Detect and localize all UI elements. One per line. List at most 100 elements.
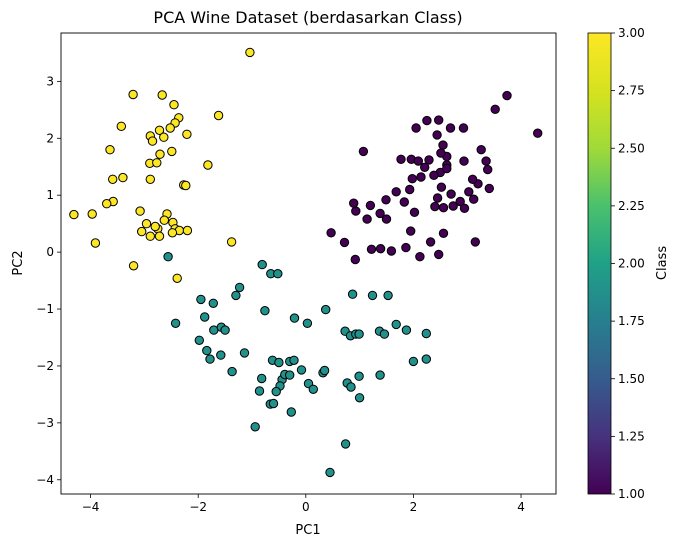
data-point bbox=[226, 237, 237, 247]
data-point bbox=[375, 244, 386, 254]
data-point bbox=[302, 318, 313, 328]
data-point bbox=[169, 100, 179, 110]
data-point bbox=[381, 214, 392, 224]
data-point bbox=[436, 148, 446, 158]
data-point bbox=[391, 319, 401, 330]
y-axis-label: PC2 bbox=[11, 250, 26, 275]
data-point bbox=[469, 194, 479, 204]
data-point bbox=[182, 129, 192, 140]
y-axis: −4 −3 −2 −1 0 1 2 3 bbox=[36, 74, 61, 487]
data-point bbox=[108, 174, 118, 185]
data-point bbox=[234, 282, 245, 293]
data-point bbox=[347, 289, 358, 299]
data-point bbox=[205, 354, 215, 364]
data-point bbox=[208, 298, 219, 308]
data-point bbox=[350, 254, 360, 265]
data-point bbox=[116, 121, 127, 132]
points-layer bbox=[69, 47, 543, 478]
data-point bbox=[141, 219, 152, 229]
data-point bbox=[182, 225, 193, 236]
data-point bbox=[181, 180, 191, 191]
data-point bbox=[411, 123, 421, 133]
colorbar-tick-label: 2.25 bbox=[618, 199, 645, 213]
x-tick-label: −4 bbox=[82, 500, 100, 514]
data-point bbox=[483, 164, 493, 175]
data-point bbox=[391, 187, 401, 197]
data-point bbox=[502, 90, 512, 101]
data-point bbox=[484, 183, 494, 194]
data-point bbox=[459, 156, 469, 166]
data-point bbox=[245, 47, 255, 58]
data-point bbox=[375, 208, 385, 219]
data-point bbox=[159, 132, 169, 142]
data-point bbox=[167, 146, 177, 157]
data-point bbox=[415, 252, 425, 262]
data-point bbox=[432, 130, 442, 140]
data-point bbox=[401, 242, 411, 253]
data-point bbox=[273, 269, 283, 279]
data-point bbox=[159, 215, 170, 225]
data-point bbox=[464, 187, 474, 197]
data-point bbox=[325, 467, 335, 478]
data-point bbox=[308, 384, 318, 394]
data-point bbox=[445, 123, 456, 133]
data-point bbox=[326, 228, 336, 238]
colorbar bbox=[587, 32, 612, 495]
data-point bbox=[366, 244, 377, 255]
data-point bbox=[470, 237, 480, 247]
data-point bbox=[145, 231, 156, 241]
data-point bbox=[351, 206, 361, 216]
data-point bbox=[416, 172, 426, 182]
data-point bbox=[231, 290, 241, 301]
data-point bbox=[413, 156, 423, 166]
data-point bbox=[401, 325, 412, 335]
data-point bbox=[286, 407, 296, 417]
data-point bbox=[194, 335, 205, 345]
colorbar-tick-label: 1.25 bbox=[618, 429, 645, 443]
data-point bbox=[346, 382, 356, 392]
colorbar-tick-label: 1.00 bbox=[618, 487, 645, 501]
data-point bbox=[421, 328, 431, 339]
data-point bbox=[340, 439, 351, 449]
data-point bbox=[203, 160, 213, 170]
data-point bbox=[260, 306, 270, 316]
colorbar-tick-label: 2.50 bbox=[618, 141, 645, 155]
data-point bbox=[147, 136, 158, 146]
data-point bbox=[319, 365, 330, 376]
data-point bbox=[220, 325, 230, 335]
data-point bbox=[155, 149, 165, 159]
data-point bbox=[154, 125, 165, 136]
y-tick-label: −4 bbox=[36, 473, 54, 487]
data-point bbox=[268, 398, 279, 409]
data-point bbox=[90, 238, 101, 248]
data-point bbox=[365, 200, 376, 211]
x-axis: −4 −2 0 2 4 bbox=[82, 494, 525, 514]
data-point bbox=[321, 304, 331, 315]
data-point bbox=[170, 318, 181, 328]
data-point bbox=[446, 189, 456, 199]
data-point bbox=[421, 354, 431, 364]
data-point bbox=[438, 228, 449, 239]
data-point bbox=[274, 357, 284, 368]
x-tick-label: 4 bbox=[517, 500, 525, 514]
data-point bbox=[367, 290, 378, 301]
data-point bbox=[490, 104, 500, 115]
y-tick-label: −1 bbox=[36, 302, 54, 316]
data-point bbox=[196, 294, 206, 305]
data-point bbox=[358, 146, 369, 157]
data-point bbox=[271, 386, 281, 397]
data-point bbox=[213, 110, 224, 121]
data-point bbox=[87, 209, 97, 219]
data-point bbox=[459, 203, 470, 214]
data-point bbox=[289, 355, 299, 365]
data-point bbox=[216, 350, 226, 360]
data-point bbox=[289, 313, 300, 323]
colorbar-tick-label: 1.50 bbox=[618, 372, 645, 386]
data-point bbox=[257, 259, 267, 270]
data-point bbox=[118, 172, 128, 183]
data-point bbox=[434, 249, 444, 260]
data-point bbox=[425, 237, 436, 247]
data-point bbox=[379, 329, 390, 339]
data-point bbox=[424, 155, 434, 165]
data-point bbox=[438, 140, 448, 150]
